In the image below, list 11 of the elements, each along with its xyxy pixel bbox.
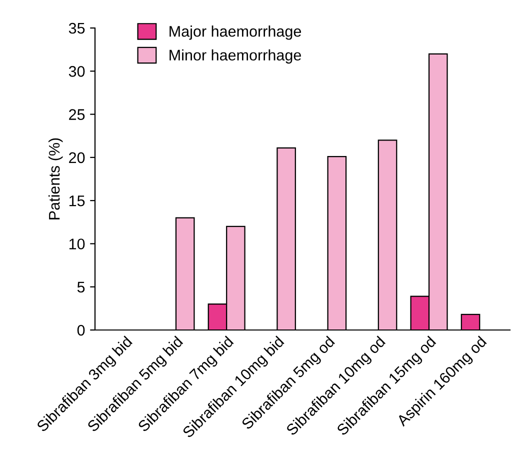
y-tick-label: 0 [77, 324, 85, 336]
y-tick-label: 25 [69, 109, 85, 120]
legend-label: Minor haemorrhage [170, 49, 301, 64]
legend-label: Major haemorrhage [170, 26, 301, 40]
y-tick-label: 10 [69, 238, 85, 250]
y-tick-label: 5 [77, 282, 85, 293]
y-tick-label: 35 [68, 22, 85, 34]
y-tick-label: 15 [69, 196, 85, 206]
y-axis-title: Patients (%) [48, 138, 63, 220]
y-tick-label: 30 [68, 66, 85, 77]
y-tick-label: 20 [69, 152, 85, 164]
